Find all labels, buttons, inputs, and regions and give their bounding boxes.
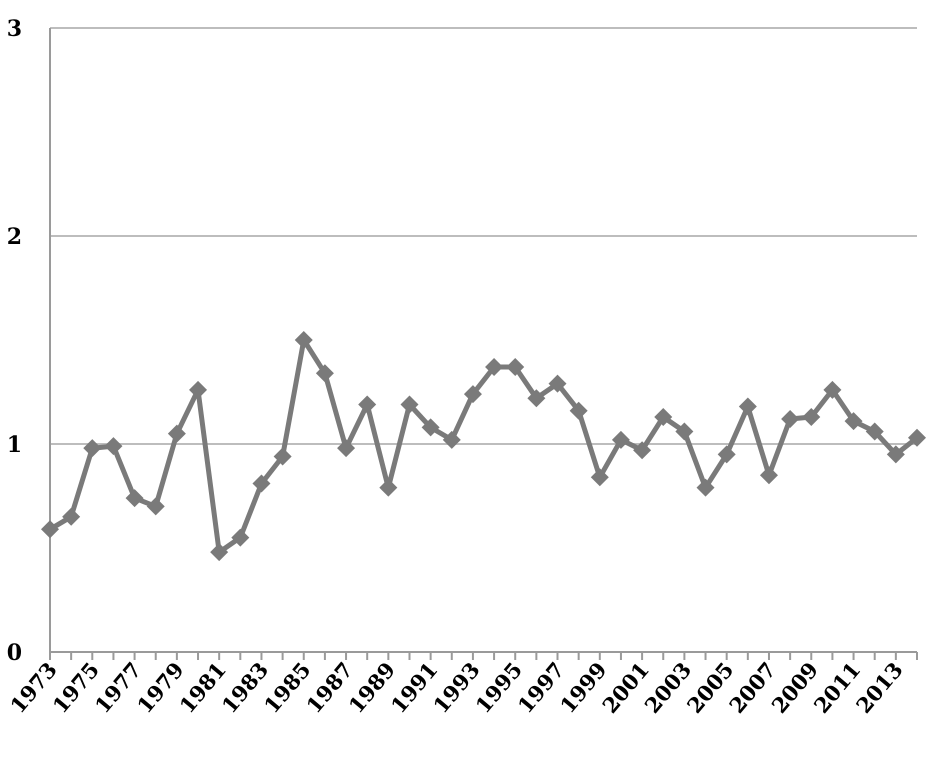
data-point (823, 380, 842, 399)
plot-area (41, 331, 926, 562)
data-point (379, 478, 398, 497)
x-tick-label: 2011 (809, 657, 866, 718)
x-tick-label: 1973 (5, 657, 62, 718)
data-point (252, 474, 271, 493)
data-point (463, 385, 482, 404)
x-tick-label: 1975 (47, 657, 104, 718)
x-tick-label: 2013 (851, 657, 908, 718)
x-tick-label: 1997 (513, 657, 570, 718)
data-point (759, 466, 778, 485)
x-tick-label: 1983 (217, 657, 274, 718)
x-tick-label: 1991 (386, 657, 443, 718)
data-point (294, 331, 313, 349)
data-point (273, 447, 292, 466)
data-point (675, 422, 694, 441)
x-tick-label: 1993 (428, 657, 485, 718)
data-point (231, 528, 250, 547)
data-point (569, 401, 588, 420)
data-point (189, 380, 208, 399)
x-tick-label: 2007 (724, 657, 781, 718)
x-tick-label: 1977 (90, 657, 147, 718)
y-tick-label: 2 (7, 224, 22, 250)
data-point (738, 397, 757, 416)
data-point (886, 445, 905, 464)
data-point (358, 395, 377, 414)
data-point (167, 424, 186, 443)
data-point (83, 439, 102, 458)
data-point (633, 441, 652, 460)
x-tick-label: 2003 (639, 657, 696, 718)
x-tick-label: 2009 (766, 657, 823, 718)
data-point (865, 422, 884, 441)
data-point (908, 428, 926, 447)
x-tick-label: 1989 (343, 657, 400, 718)
data-point (421, 418, 440, 437)
y-tick-label: 3 (7, 16, 22, 42)
data-point (210, 543, 229, 562)
data-point (611, 430, 630, 449)
data-point (485, 358, 504, 377)
x-tick-label: 1985 (259, 657, 316, 718)
y-tick-label: 1 (7, 432, 22, 458)
gridlines (50, 27, 917, 445)
data-point (654, 407, 673, 426)
x-tick-label: 1979 (132, 657, 189, 718)
data-point (696, 478, 715, 497)
data-point (315, 364, 334, 383)
data-point (104, 437, 123, 456)
x-tick-label: 2005 (682, 657, 739, 718)
data-point (400, 395, 419, 414)
data-point (844, 412, 863, 431)
data-point (41, 520, 59, 539)
data-point (146, 497, 165, 516)
axes (49, 28, 918, 660)
x-tick-label: 1981 (174, 657, 231, 718)
data-point (548, 374, 567, 393)
y-axis-tick-labels: 0 1 2 3 (7, 16, 22, 666)
data-point (781, 410, 800, 429)
data-point (442, 430, 461, 449)
data-point (125, 489, 144, 508)
series-line (48, 337, 919, 555)
x-tick-label: 2001 (597, 657, 654, 718)
data-point (337, 439, 356, 458)
x-tick-label: 1987 (301, 657, 358, 718)
y-tick-label: 0 (7, 640, 22, 666)
data-point (62, 507, 81, 526)
data-point (717, 445, 736, 464)
x-axis-tick-labels: 1973197519771979198119831985198719891991… (5, 657, 908, 718)
data-point (506, 358, 525, 377)
data-point (802, 407, 821, 426)
data-point (590, 468, 609, 487)
x-tick-label: 1995 (470, 657, 527, 718)
data-point (527, 389, 546, 408)
x-tick-label: 1999 (555, 657, 612, 718)
